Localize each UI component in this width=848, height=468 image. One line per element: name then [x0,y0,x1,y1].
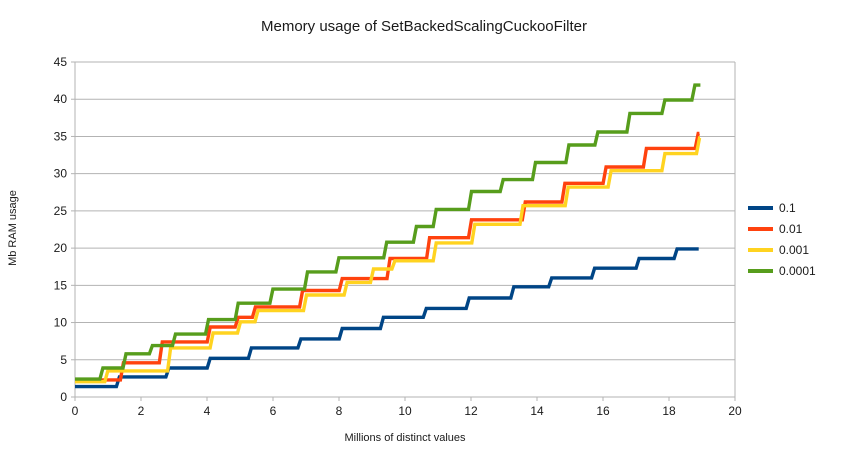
y-tick-label: 15 [54,278,68,292]
x-tick-label: 0 [72,404,79,418]
x-tick-label: 12 [464,404,478,418]
legend-item: 0.1 [748,197,848,218]
legend-label: 0.0001 [779,263,816,278]
legend-label: 0.1 [779,200,796,215]
y-tick-label: 25 [54,204,68,218]
y-tick-label: 45 [54,55,68,69]
x-tick-label: 6 [270,404,277,418]
x-tick-label: 18 [662,404,676,418]
legend-item: 0.0001 [748,260,848,281]
y-tick-label: 40 [54,92,68,106]
y-tick-label: 35 [54,129,68,143]
series-line-0.01 [75,131,700,382]
legend-label: 0.001 [779,242,810,257]
y-tick-label: 0 [60,390,67,404]
series-line-0.001 [75,136,702,384]
series-line-0.0001 [75,83,701,381]
legend-label: 0.01 [779,221,803,236]
x-tick-label: 16 [596,404,610,418]
legend-swatch-0 [748,205,773,210]
legend-item: 0.01 [748,218,848,239]
series-line-0.1 [75,247,699,389]
x-tick-label: 4 [204,404,211,418]
legend: 0.1 0.01 0.001 0.0001 [748,197,848,281]
x-axis-title: Millions of distinct values [344,432,466,444]
y-tick-label: 20 [54,241,68,255]
x-tick-label: 20 [728,404,742,418]
y-tick-label: 30 [54,167,68,181]
legend-swatch-3 [748,268,773,273]
x-tick-label: 2 [138,404,145,418]
legend-swatch-1 [748,226,773,231]
legend-swatch-2 [748,247,773,252]
x-tick-label: 8 [336,404,343,418]
y-tick-label: 5 [60,353,67,367]
chart-title: Memory usage of SetBackedScalingCuckooFi… [261,18,587,35]
x-tick-label: 14 [530,404,544,418]
x-tick-label: 10 [398,404,412,418]
y-tick-label: 10 [54,316,68,330]
legend-item: 0.001 [748,239,848,260]
y-axis-title: Mb RAM usage [7,190,19,266]
